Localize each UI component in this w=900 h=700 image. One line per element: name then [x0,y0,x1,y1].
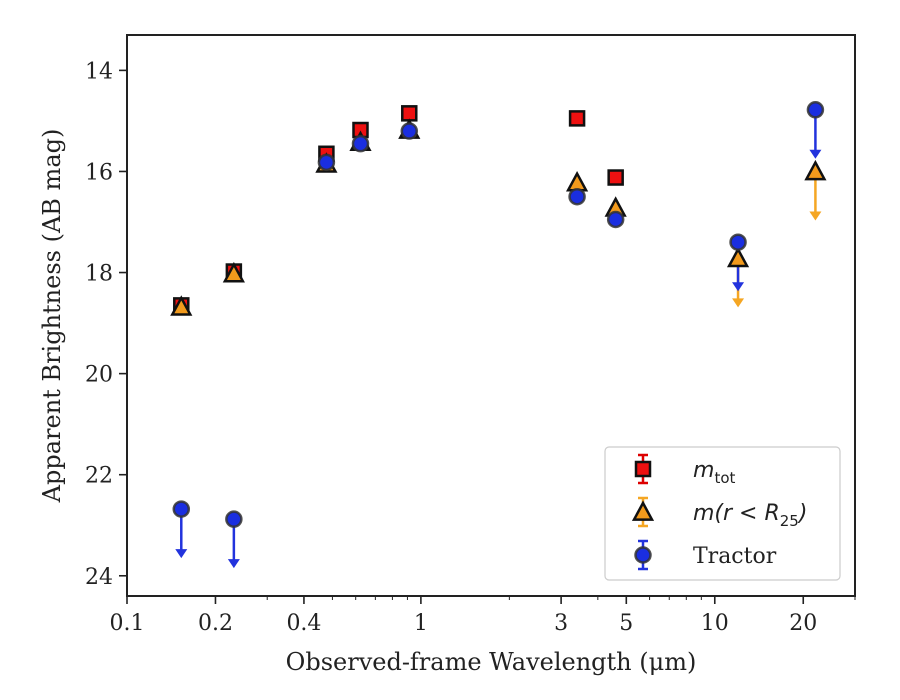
x-tick-label: 10 [701,611,729,636]
data-point-circle [351,134,370,153]
y-tick-label: 20 [85,363,113,388]
data-point-triangle [804,159,827,181]
data-point-square [401,105,418,122]
upper-limit-arrow-head [732,298,745,308]
data-point-circle [729,233,747,251]
data-point-circle [225,510,243,528]
upper-limit-arrow-head [732,282,745,292]
plot-frame [126,34,856,597]
data-point-triangle [170,295,193,316]
data-point-circle [806,101,825,119]
data-point-square [568,110,586,127]
series-m-r-r25- [170,118,827,316]
upper-limit-arrow-head [227,559,240,569]
legend-marker-square [634,460,652,478]
data-point-triangle [726,246,750,268]
data-point-triangle [565,170,589,192]
x-axis-label: Observed-frame Wavelength (μm) [286,648,697,676]
x-tick-label: 0.1 [110,611,145,636]
legend-label: m(r < R25) [693,501,807,530]
legend: mtot m(r < R25) Tractor [604,446,841,581]
legend-marker-triangle [631,500,655,521]
data-point-triangle [222,261,245,283]
y-axis-label: Apparent Brightness (AB mag) [38,129,66,504]
legend-label: mtot [693,458,735,487]
y-tick-label: 22 [85,464,113,489]
legend-box [604,446,841,581]
upper-limit-arrow-head [175,549,188,559]
ticks-layer: 0.1 0.2 0.4 1 3 5 10 20 14 16 18 20 22 24 [85,59,856,636]
series-tractor [172,101,825,528]
legend-marker-circle [634,546,652,564]
y-tick-label: 14 [85,59,113,84]
x-tick-label: 0.4 [286,611,321,636]
x-tick-label: 1 [414,611,428,636]
data-point-circle [317,153,336,172]
upper-limit-arrow-head [809,149,822,159]
legend-label: Tractor [693,544,777,569]
points-layer [170,101,827,569]
x-tick-label: 20 [789,611,817,636]
y-tick-label: 18 [85,262,113,287]
x-tick-label: 5 [619,611,633,636]
y-tick-label: 16 [85,160,113,185]
data-point-square [607,169,624,186]
data-point-circle [400,122,419,140]
y-tick-label: 24 [85,565,113,590]
upper-limit-arrow-head [809,211,822,221]
x-tick-label: 3 [554,611,568,636]
data-point-circle [568,187,586,206]
data-point-circle [606,210,625,229]
data-point-circle [172,500,191,518]
x-tick-label: 0.2 [198,611,233,636]
